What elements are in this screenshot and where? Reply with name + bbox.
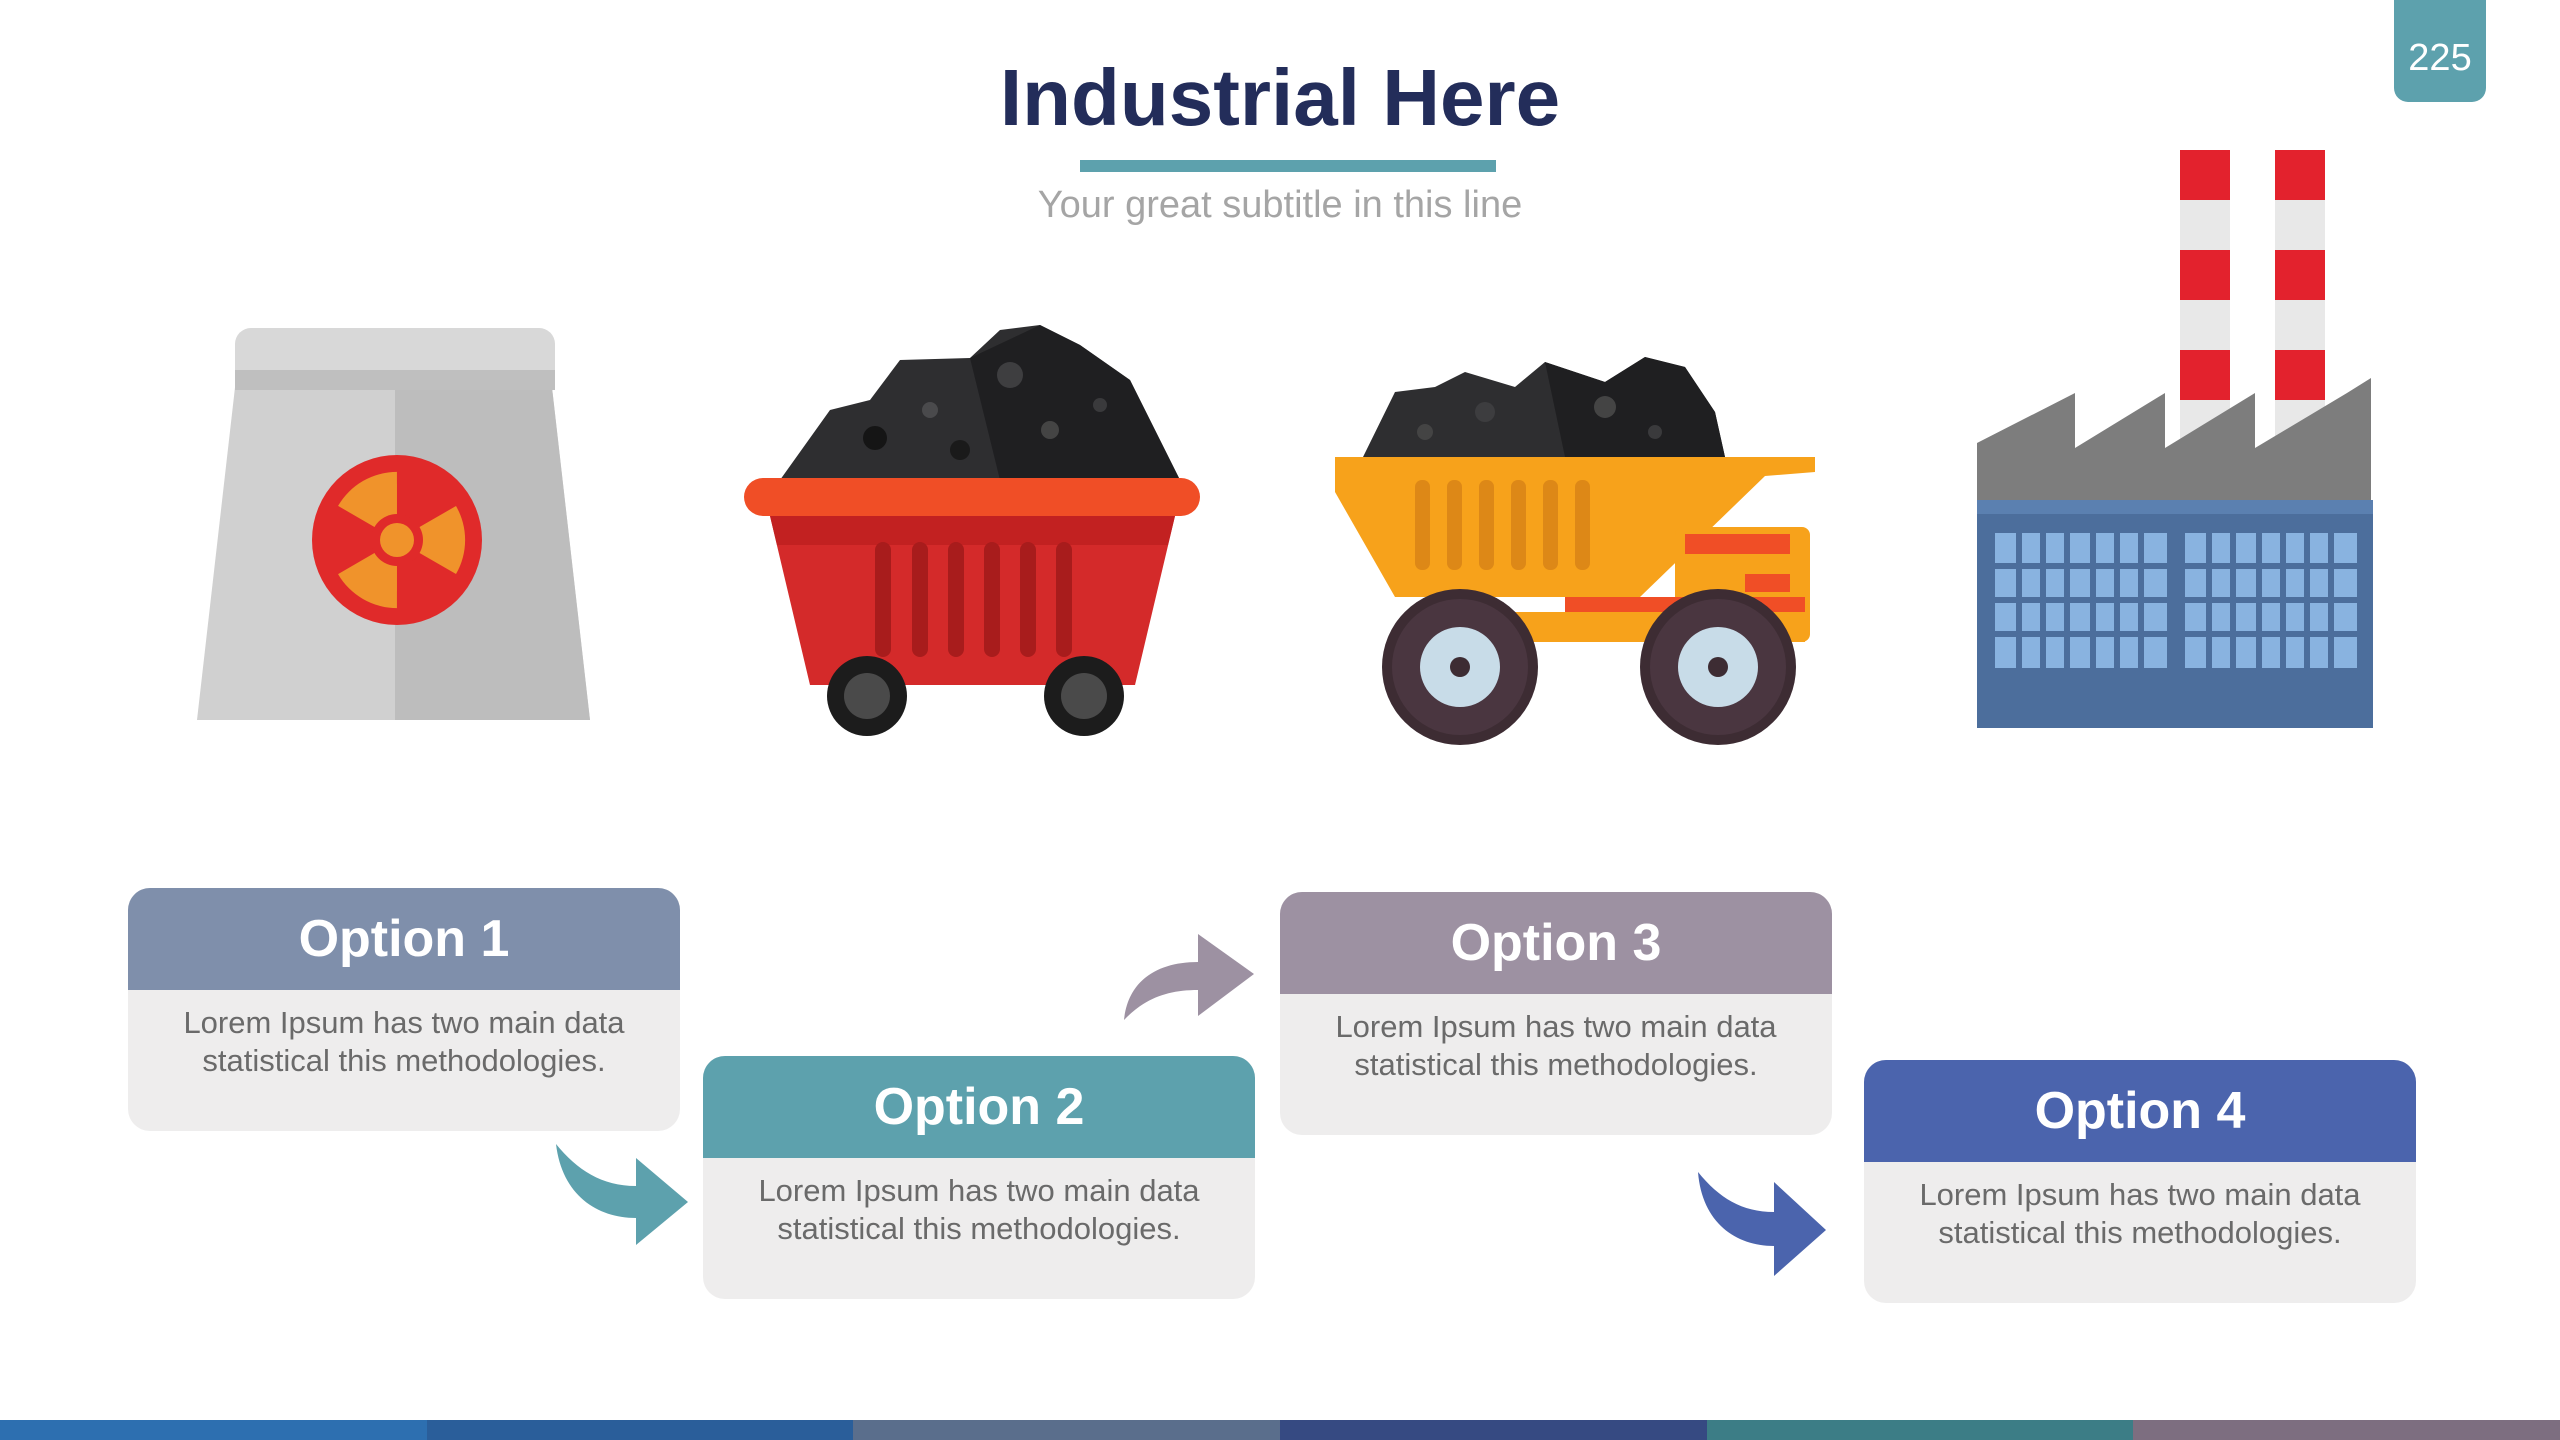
option-card-header: Option 4: [1864, 1060, 2416, 1162]
footer-segment: [2133, 1420, 2560, 1440]
curved-arrow-icon: [1124, 934, 1254, 1020]
option-card-4: Option 4 Lorem Ipsum has two main data s…: [1864, 1060, 2416, 1303]
footer-segment: [426, 1420, 854, 1440]
option-title: Option 3: [1450, 914, 1662, 972]
option-description: Lorem Ipsum has two main data statistica…: [1335, 1009, 1777, 1082]
option-card-header: Option 3: [1280, 892, 1832, 994]
dump-truck-icon: [1335, 357, 1815, 745]
option-description: Lorem Ipsum has two main data statistica…: [758, 1173, 1200, 1246]
option-card-header: Option 2: [703, 1056, 1255, 1158]
option-description: Lorem Ipsum has two main data statistica…: [1919, 1177, 2361, 1250]
option-card-3: Option 3 Lorem Ipsum has two main data s…: [1280, 892, 1832, 1135]
nuclear-plant-icon: [197, 328, 590, 720]
footer-segment: [853, 1420, 1281, 1440]
coal-cart-icon: [744, 325, 1200, 736]
page-number-badge: 225: [2394, 0, 2486, 102]
curved-arrow-icon: [1698, 1172, 1826, 1276]
curved-arrow-icon: [556, 1144, 688, 1245]
option-card-1: Option 1 Lorem Ipsum has two main data s…: [128, 888, 680, 1131]
footer-segment: [1280, 1420, 1707, 1440]
factory-icon: [1977, 150, 2373, 728]
option-title: Option 4: [2034, 1082, 2246, 1140]
option-description: Lorem Ipsum has two main data statistica…: [183, 1005, 625, 1078]
title-underline: [1080, 160, 1496, 172]
footer-segment: [0, 1420, 427, 1440]
option-card-header: Option 1: [128, 888, 680, 990]
option-card-2: Option 2 Lorem Ipsum has two main data s…: [703, 1056, 1255, 1299]
footer-color-bar: [0, 1420, 2560, 1440]
option-title: Option 2: [873, 1078, 1085, 1136]
option-title: Option 1: [298, 910, 510, 968]
page-title: Industrial Here: [999, 53, 1561, 142]
footer-segment: [1706, 1420, 2134, 1440]
page-subtitle: Your great subtitle in this line: [1037, 184, 1523, 226]
